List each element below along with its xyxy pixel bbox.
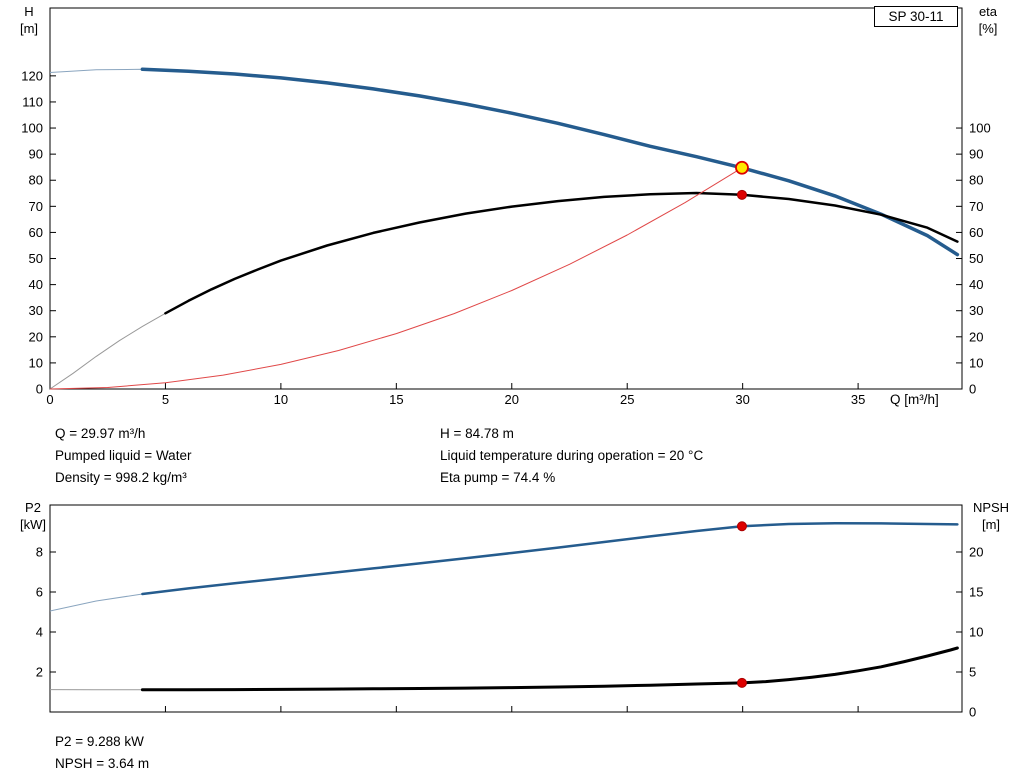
svg-text:40: 40 (969, 277, 983, 292)
right-axis-title-top-chart: eta [%] (968, 3, 1008, 37)
head-efficiency-chart: 0 5 10 15 20 25 30 3501020304050607080901001101… (21, 7, 991, 407)
svg-text:0: 0 (969, 705, 976, 720)
svg-text:80: 80 (29, 173, 43, 188)
svg-text:100: 100 (21, 121, 43, 136)
p2-npsh-chart: 2 4 6 8 0 5 10 15 20 (36, 504, 983, 720)
liquid-temperature: Liquid temperature during operation = 20… (440, 448, 704, 463)
svg-text:2: 2 (36, 665, 43, 680)
head-value: H = 84.78 m (440, 426, 514, 441)
svg-text:0: 0 (969, 382, 976, 397)
svg-text:50: 50 (29, 251, 43, 266)
right-axis-quantity: eta (978, 4, 998, 19)
svg-text:30: 30 (29, 303, 43, 318)
svg-text:25: 25 (620, 392, 634, 407)
svg-text:90: 90 (29, 147, 43, 162)
svg-text:10: 10 (969, 355, 983, 370)
right-axis-title-bottom-chart: NPSH [m] (964, 499, 1018, 533)
svg-text:20: 20 (29, 329, 43, 344)
duty-info-right-column: H = 84.78 m Liquid temperature during op… (440, 423, 703, 489)
p2-axis-unit: [kW] (20, 517, 46, 532)
p2-value: P2 = 9.288 kW (55, 734, 144, 749)
right-axis-unit: [%] (978, 21, 998, 36)
svg-text:10: 10 (969, 625, 983, 640)
npsh-axis-quantity: NPSH (972, 500, 1010, 515)
npsh-value: NPSH = 3.64 m (55, 756, 150, 771)
flow-value: Q = 29.97 m³/h (55, 426, 146, 441)
x-axis-label: Q [m³/h] (890, 392, 939, 407)
svg-text:0: 0 (36, 382, 43, 397)
svg-text:20: 20 (505, 392, 519, 407)
left-axis-title-top-chart: H [m] (10, 3, 48, 37)
svg-text:60: 60 (29, 225, 43, 240)
svg-text:8: 8 (36, 545, 43, 560)
svg-text:60: 60 (969, 225, 983, 240)
svg-text:110: 110 (22, 94, 43, 109)
p2-axis-quantity: P2 (25, 500, 41, 515)
svg-text:120: 120 (21, 68, 43, 83)
svg-text:5: 5 (969, 665, 976, 680)
pumped-liquid: Pumped liquid = Water (55, 448, 192, 463)
left-axis-title-bottom-chart: P2 [kW] (12, 499, 54, 533)
left-axis-quantity: H (24, 4, 34, 19)
svg-text:30: 30 (735, 392, 749, 407)
svg-text:100: 100 (969, 121, 991, 136)
svg-text:20: 20 (969, 545, 983, 560)
svg-text:40: 40 (29, 277, 43, 292)
eta-pump-value: Eta pump = 74.4 % (440, 470, 556, 485)
bottom-info-column: P2 = 9.288 kW NPSH = 3.64 m (55, 731, 149, 775)
svg-text:70: 70 (29, 199, 43, 214)
svg-text:90: 90 (969, 147, 983, 162)
svg-text:70: 70 (969, 199, 983, 214)
pump-model-badge: SP 30-11 (874, 6, 958, 27)
svg-text:50: 50 (969, 251, 983, 266)
svg-text:10: 10 (274, 392, 288, 407)
svg-text:6: 6 (36, 585, 43, 600)
svg-text:10: 10 (29, 355, 43, 370)
svg-text:80: 80 (969, 173, 983, 188)
svg-text:0: 0 (46, 392, 53, 407)
duty-info-left-column: Q = 29.97 m³/h Pumped liquid = Water Den… (55, 423, 191, 489)
svg-text:35: 35 (851, 392, 865, 407)
svg-text:20: 20 (969, 329, 983, 344)
svg-text:15: 15 (969, 585, 983, 600)
npsh-axis-unit: [m] (981, 517, 1001, 532)
svg-text:4: 4 (36, 625, 43, 640)
svg-text:5: 5 (162, 392, 169, 407)
svg-text:30: 30 (969, 303, 983, 318)
density-value: Density = 998.2 kg/m³ (55, 470, 187, 485)
left-axis-unit: [m] (19, 21, 39, 36)
svg-text:15: 15 (389, 392, 403, 407)
